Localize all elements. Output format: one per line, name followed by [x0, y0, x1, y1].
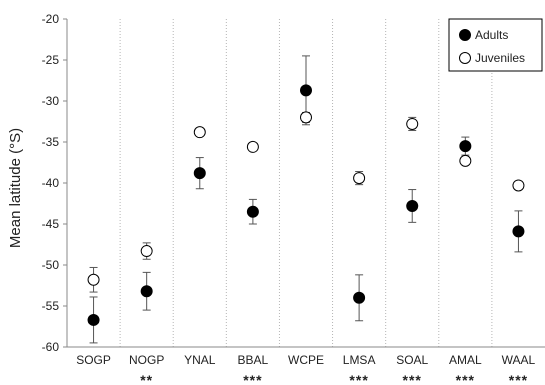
adults-point	[88, 314, 99, 325]
significance-label: **	[140, 372, 153, 385]
significance-label: ***	[403, 372, 422, 385]
y-tick-label: -50	[42, 258, 60, 272]
x-category-label: LMSA	[343, 353, 376, 367]
x-category-label: BBAL	[238, 353, 269, 367]
x-category-label: YNAL	[184, 353, 216, 367]
y-axis-title: Mean latitude (°S)	[7, 128, 24, 248]
juveniles-point	[354, 173, 365, 184]
adults-point	[407, 200, 418, 211]
y-tick-label: -45	[42, 217, 60, 231]
x-category-label: WCPE	[288, 353, 324, 367]
x-category-label: SOAL	[396, 353, 428, 367]
y-tick-label: -40	[42, 176, 60, 190]
y-tick-label: -30	[42, 94, 60, 108]
y-tick-label: -60	[42, 340, 60, 354]
error-bars	[90, 56, 523, 343]
adults-point	[460, 141, 471, 152]
legend: Adults Juveniles	[449, 19, 542, 71]
adults-point	[513, 226, 524, 237]
x-category-label: WAAL	[502, 353, 536, 367]
legend-adults-marker	[460, 30, 471, 41]
significance-label: ***	[349, 372, 368, 385]
data-points	[88, 85, 524, 326]
adults-point	[301, 85, 312, 96]
legend-juveniles-label: Juveniles	[475, 51, 525, 65]
juveniles-point	[88, 274, 99, 285]
juveniles-point	[460, 155, 471, 166]
juveniles-point	[141, 246, 152, 257]
adults-point	[141, 286, 152, 297]
y-tick-label: -55	[42, 299, 60, 313]
y-tick-label: -20	[42, 12, 60, 26]
significance-label: ***	[243, 372, 262, 385]
y-axis: -20 -25 -30 -35 -40 -45 -50 -55 -60	[42, 12, 67, 354]
y-tick-label: -35	[42, 135, 60, 149]
x-category-label: SOGP	[76, 353, 111, 367]
legend-adults-label: Adults	[475, 28, 508, 42]
adults-point	[354, 292, 365, 303]
x-category-label: AMAL	[449, 353, 482, 367]
juveniles-point	[247, 141, 258, 152]
significance-label: ***	[456, 372, 475, 385]
juveniles-point	[513, 180, 524, 191]
adults-point	[194, 168, 205, 179]
y-tick-label: -25	[42, 53, 60, 67]
juveniles-point	[301, 112, 312, 123]
significance-label: ***	[509, 372, 528, 385]
adults-point	[247, 206, 258, 217]
legend-juveniles-marker	[460, 53, 471, 64]
x-axis: SOGP NOGP ** YNAL BBAL *** WCPE LMSA *** SOAL *** A…	[67, 347, 545, 385]
x-category-label: NOGP	[129, 353, 164, 367]
juveniles-point	[407, 118, 418, 129]
juveniles-point	[194, 127, 205, 138]
